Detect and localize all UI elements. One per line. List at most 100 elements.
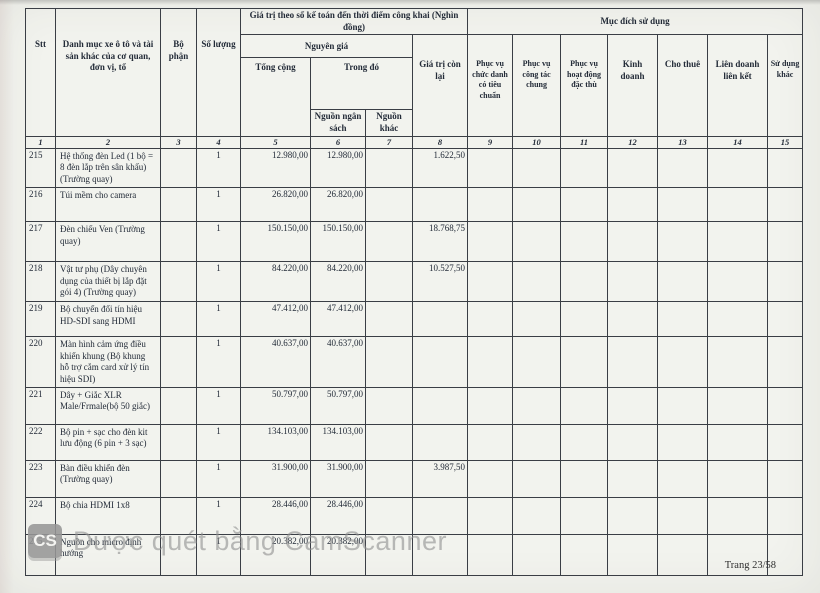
header-phuc-vu-cong-tac: Phục vụ công tác chung [512, 34, 562, 137]
header-cho-thue: Cho thuê [657, 34, 709, 137]
row-muc-dich-cell [707, 147, 769, 188]
header-nguon-ngan-sach: Nguồn ngân sách [310, 109, 366, 137]
row-so-luong: 1 [196, 459, 241, 498]
row-so-luong: 1 [196, 300, 241, 337]
row-muc-dich-cell [707, 496, 769, 535]
header-phuc-vu-chuc-danh: Phục vụ chức danh có tiêu chuẩn [467, 34, 514, 137]
row-muc-dich-cell [560, 459, 609, 498]
column-number: 5 [240, 135, 311, 149]
row-nguon-ngan-sach: 84.220,00 [310, 260, 366, 302]
row-nguon-ngan-sach: 134.103,00 [310, 423, 366, 461]
row-muc-dich-cell [767, 186, 804, 222]
row-nguon-ngan-sach: 26.820,00 [310, 186, 366, 222]
row-stt: 218 [25, 260, 56, 302]
table-row: 222 Bộ pin + sạc cho đèn kit lưu động (6 … [25, 423, 804, 461]
row-nguon-ngan-sach: 47.412,00 [310, 300, 366, 337]
row-muc-dich-cell [560, 220, 609, 262]
row-description: Bộ chia HDMI 1x8 [55, 496, 161, 535]
row-bo-phan [160, 335, 197, 388]
row-muc-dich-cell [607, 496, 659, 535]
row-gia-tri-con-lai: 3.987,50 [411, 459, 469, 498]
row-nguon-ngan-sach: 28.446,00 [310, 496, 366, 535]
row-nguon-khac [365, 260, 413, 302]
row-muc-dich-cell [767, 300, 804, 337]
column-number: 7 [365, 135, 413, 149]
row-tong-cong: 47.412,00 [240, 300, 311, 337]
row-muc-dich-cell [657, 459, 709, 498]
header-kinh-doanh: Kinh doanh [607, 34, 659, 137]
row-muc-dich-cell [467, 300, 514, 337]
row-muc-dich-cell [560, 186, 609, 222]
row-description: Vật tư phụ (Dây chuyên dụng của thiết bị… [55, 260, 161, 302]
row-so-luong: 1 [196, 186, 241, 222]
column-number: 10 [512, 135, 562, 149]
header-gia-tri-con-lai: Giá trị còn lại [411, 34, 469, 137]
row-muc-dich-cell [467, 459, 514, 498]
row-so-luong: 1 [196, 220, 241, 262]
row-description: Đèn chiếu Ven (Trường quay) [55, 220, 161, 262]
row-stt: 219 [25, 300, 56, 337]
row-muc-dich-cell [512, 220, 562, 262]
column-number-row: 1 2 3 4 5 6 7 8 9 10 11 12 13 14 15 [25, 135, 804, 149]
table-row: 217 Đèn chiếu Ven (Trường quay) 1 150.150,0… [25, 220, 804, 262]
row-muc-dich-cell [467, 423, 514, 461]
row-nguon-ngan-sach: 40.637,00 [310, 335, 366, 388]
row-tong-cong: 150.150,00 [240, 220, 311, 262]
row-muc-dich-cell [512, 147, 562, 188]
row-muc-dich-cell [512, 496, 562, 535]
row-so-luong: 1 [196, 335, 241, 388]
row-muc-dich-cell [657, 147, 709, 188]
row-muc-dich-cell [657, 186, 709, 222]
row-muc-dich-cell [512, 300, 562, 337]
header-tong-cong: Tổng cộng [240, 57, 311, 137]
row-muc-dich-cell [767, 220, 804, 262]
row-muc-dich-cell [657, 496, 709, 535]
row-gia-tri-con-lai [411, 496, 469, 535]
row-muc-dich-cell [560, 533, 609, 576]
row-muc-dich-cell [767, 147, 804, 188]
row-stt: 222 [25, 423, 56, 461]
row-muc-dich-cell [767, 423, 804, 461]
row-stt: 217 [25, 220, 56, 262]
asset-table: Stt Danh mục xe ô tô và tài sản khác của… [25, 7, 804, 576]
column-number: 3 [160, 135, 197, 149]
row-description: Hệ thống đèn Led (1 bộ = 8 đèn lắp trên … [55, 147, 161, 188]
row-nguon-ngan-sach: 150.150,00 [310, 220, 366, 262]
column-number: 13 [657, 135, 709, 149]
row-stt: 220 [25, 335, 56, 388]
column-number: 6 [310, 135, 366, 149]
row-gia-tri-con-lai [411, 386, 469, 425]
row-gia-tri-con-lai [411, 335, 469, 388]
header-su-dung-khac: Sử dụng khác [767, 34, 804, 137]
header-stt: Stt [25, 8, 56, 137]
row-muc-dich-cell [512, 459, 562, 498]
row-muc-dich-cell [707, 186, 769, 222]
row-muc-dich-cell [607, 533, 659, 576]
row-gia-tri-con-lai: 10.527,50 [411, 260, 469, 302]
row-muc-dich-cell [707, 533, 769, 576]
table-row: 221 Dây + Giắc XLR Male/Frmale(bộ 50 giắc… [25, 386, 804, 425]
row-muc-dich-cell [512, 386, 562, 425]
row-gia-tri-con-lai [411, 533, 469, 576]
row-bo-phan [160, 386, 197, 425]
table-row: 215 Hệ thống đèn Led (1 bộ = 8 đèn lắp tr… [25, 147, 804, 188]
row-muc-dich-cell [657, 386, 709, 425]
column-number: 1 [25, 135, 56, 149]
row-muc-dich-cell [607, 300, 659, 337]
header-muc-dich-group: Mục đích sử dụng [467, 7, 804, 36]
row-muc-dich-cell [560, 147, 609, 188]
row-muc-dich-cell [607, 186, 659, 222]
row-description: Nguồn cho micro định hướng [55, 533, 161, 576]
row-tong-cong: 31.900,00 [240, 459, 311, 498]
row-muc-dich-cell [560, 335, 609, 388]
row-bo-phan [160, 300, 197, 337]
row-muc-dich-cell [767, 496, 804, 535]
row-muc-dich-cell [467, 186, 514, 222]
row-stt: 215 [25, 147, 56, 188]
row-gia-tri-con-lai: 1.622,50 [411, 147, 469, 188]
row-nguon-khac [365, 186, 413, 222]
row-muc-dich-cell [512, 335, 562, 388]
column-number: 4 [196, 135, 241, 149]
table-row: 220 Màn hình cảm ứng điều khiển khung (Bộ… [25, 335, 804, 388]
row-gia-tri-con-lai: 18.768,75 [411, 220, 469, 262]
